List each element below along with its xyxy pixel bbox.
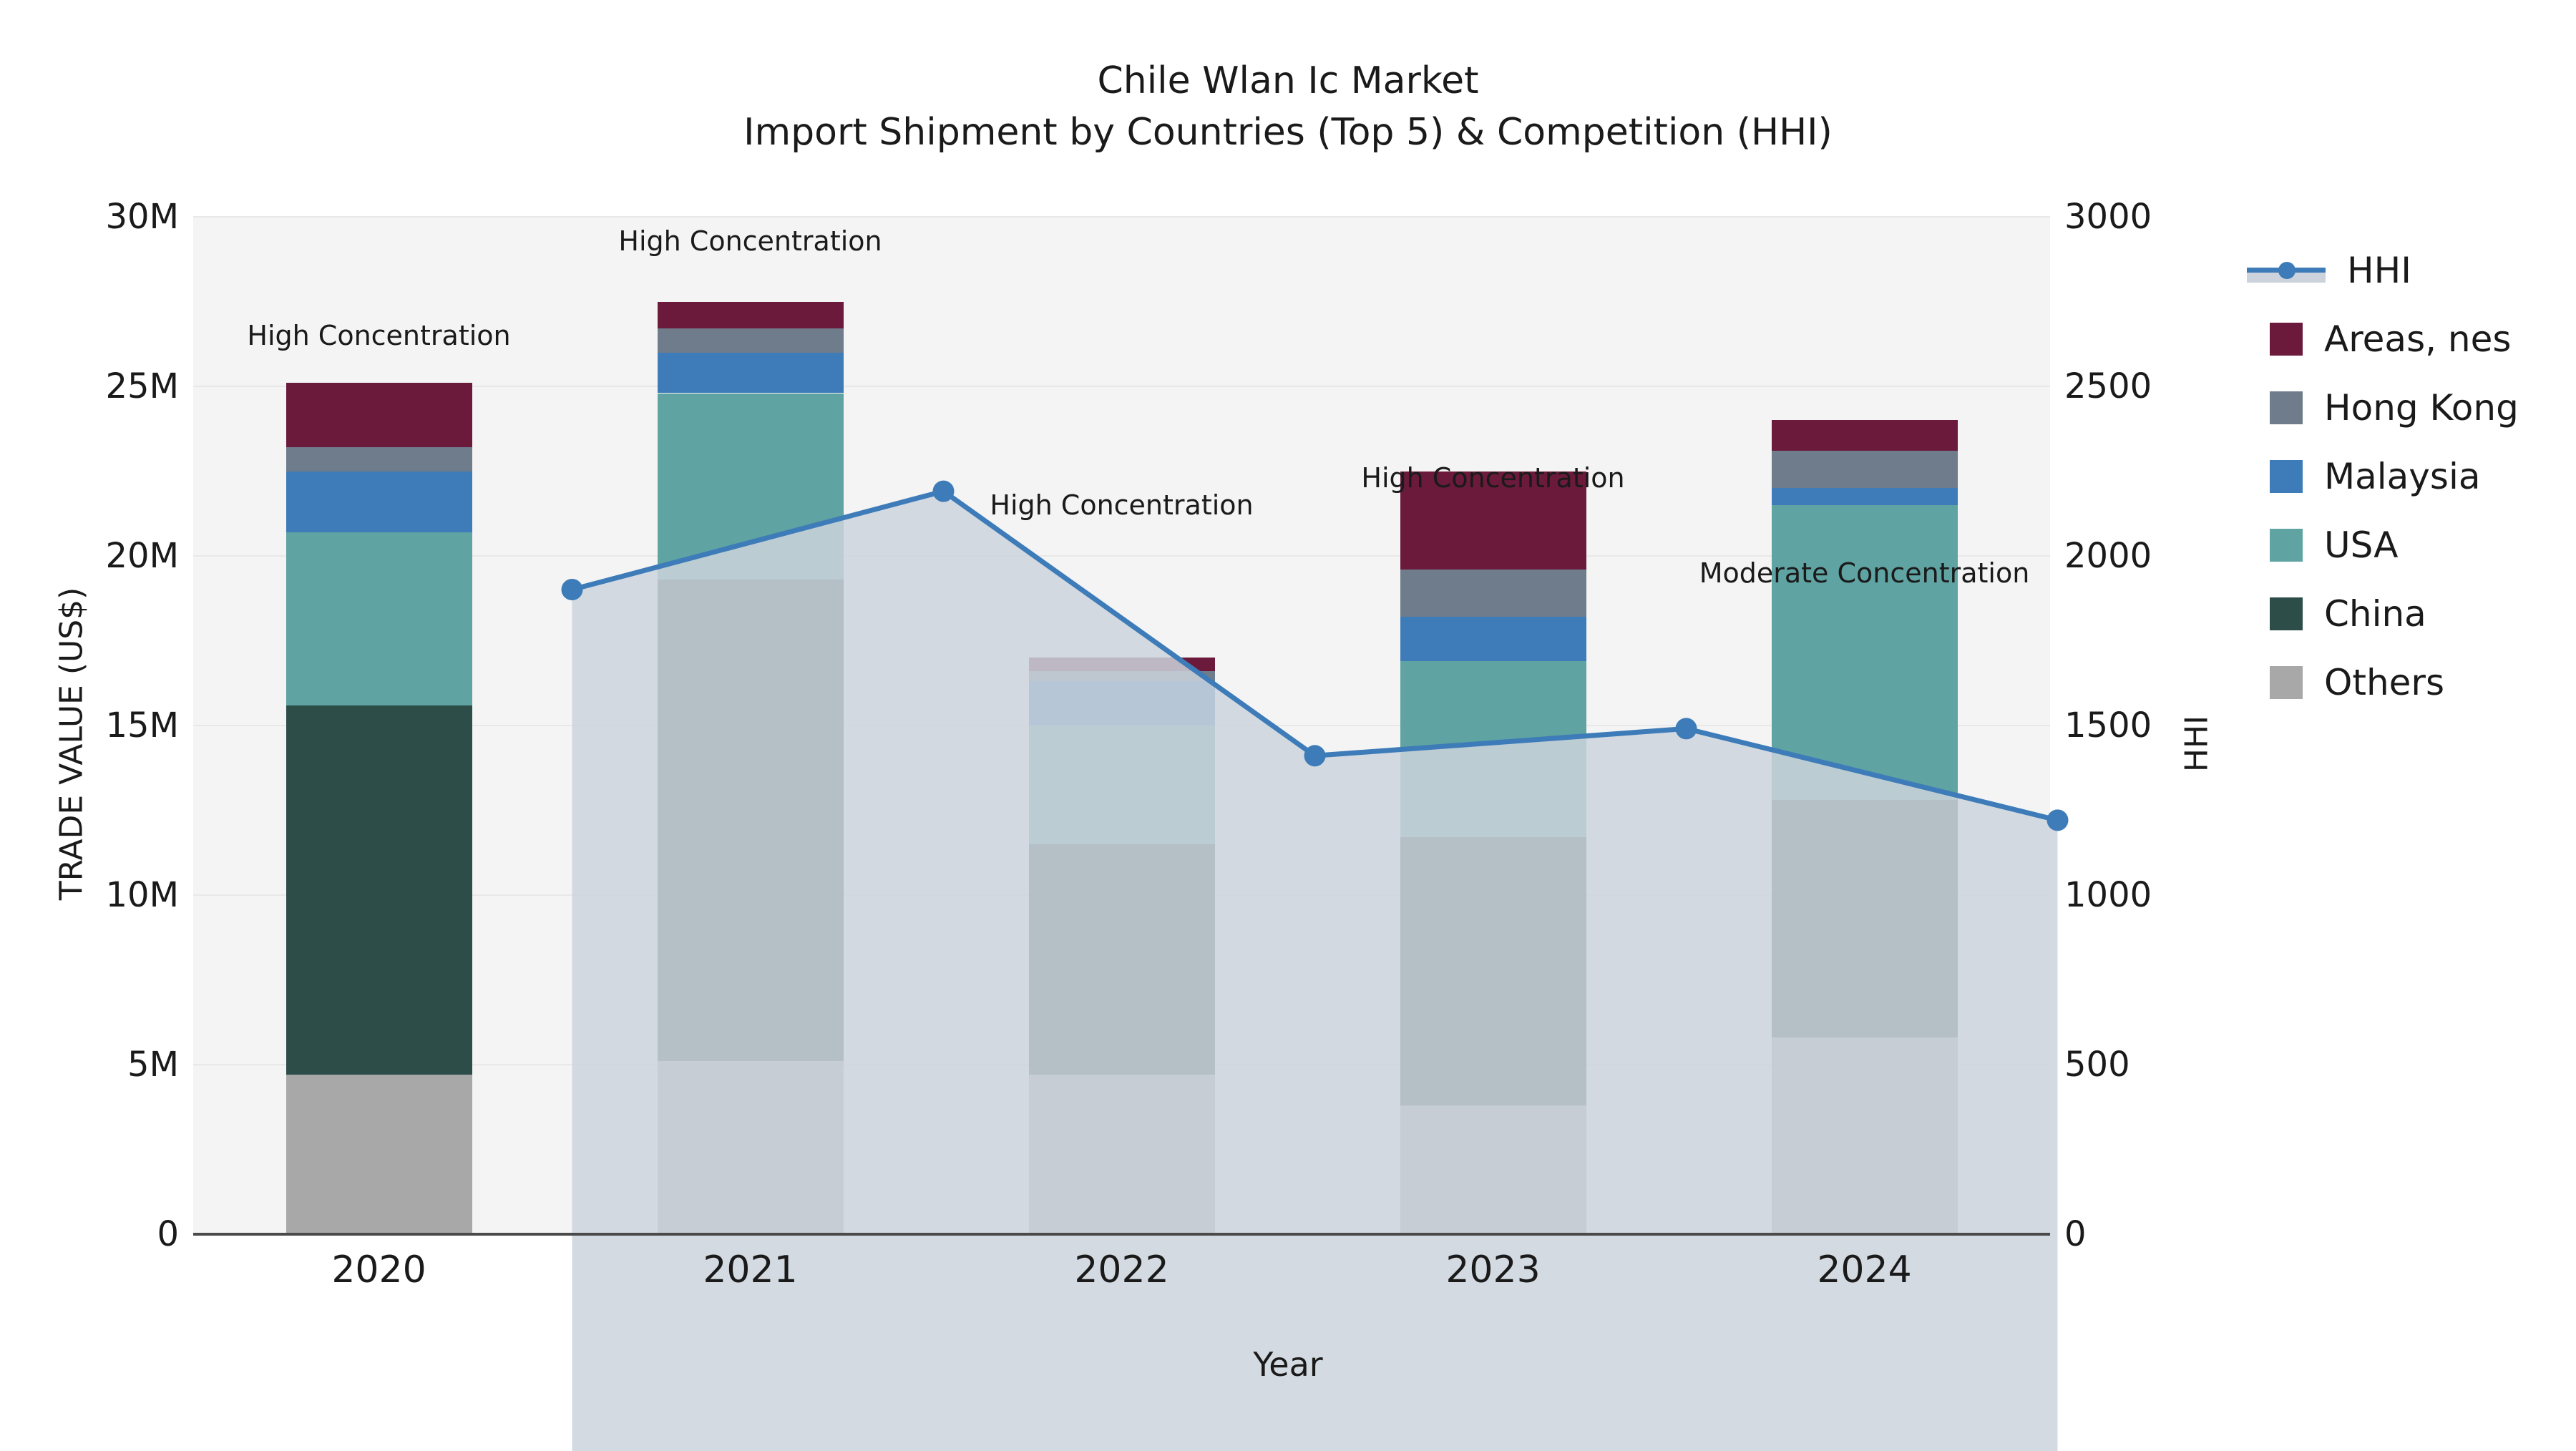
bar-segment[interactable] [286,383,472,448]
chart-title: Chile Wlan Ic Market [1097,59,1479,102]
bar-segment[interactable] [1771,504,1958,801]
hhi-marker[interactable] [1304,745,1326,767]
bar-segment[interactable] [1400,660,1586,838]
hhi-annotation: High Concentration [990,489,1254,522]
bar-segment[interactable] [657,328,844,353]
bar-segment[interactable] [286,471,472,532]
y-axis-left-tick-label: 10M [105,875,180,915]
hhi-annotation: High Concentration [247,320,511,352]
legend-color-swatch [2270,597,2303,630]
bar-segment[interactable] [1028,681,1215,726]
y-axis-right-tick-label: 2000 [2064,536,2152,576]
legend-color-swatch [2270,666,2303,699]
legend-item[interactable]: Others [2247,648,2519,717]
legend-color-swatch [2270,323,2303,356]
bar-segment[interactable] [286,1075,472,1234]
y-axis-right-tick-label: 0 [2064,1214,2087,1254]
bar-stack[interactable] [1400,217,1586,1234]
bar-segment[interactable] [1028,671,1215,682]
legend-item-label: Areas, nes [2324,318,2512,360]
y-axis-left-title: TRADE VALUE (US$) [53,587,90,901]
bar-segment[interactable] [657,1061,844,1234]
gridline [193,216,2050,218]
bar-segment[interactable] [1771,488,1958,505]
hhi-marker[interactable] [2046,809,2069,831]
hhi-marker[interactable] [1675,718,1697,740]
legend-line-marker-icon [2247,254,2326,287]
legend-color-swatch [2270,460,2303,493]
y-axis-left-tick-label: 15M [105,705,180,746]
y-axis-right-tick-label: 1500 [2064,705,2152,746]
bar-segment[interactable] [286,447,472,472]
hhi-annotation: Moderate Concentration [1699,557,2030,590]
bar-stack[interactable] [286,217,472,1234]
bar-stack[interactable] [657,217,844,1234]
legend-item-label: HHI [2347,250,2411,291]
legend-item-label: Others [2324,662,2445,703]
y-axis-right-tick-label: 2500 [2064,366,2152,406]
bar-segment[interactable] [1400,837,1586,1105]
legend-item[interactable]: Malaysia [2247,442,2519,511]
legend-item-label: Malaysia [2324,456,2481,497]
bar-segment[interactable] [657,301,844,329]
legend-color-swatch [2270,391,2303,424]
bar-segment[interactable] [1771,1037,1958,1234]
x-axis-tick-label: 2023 [1445,1249,1541,1291]
y-axis-right-tick-label: 500 [2064,1045,2130,1085]
legend-item-label: Hong Kong [2324,387,2519,429]
legend-item-label: USA [2324,524,2399,566]
y-axis-right-tick-label: 3000 [2064,197,2152,237]
bar-segment[interactable] [1028,658,1215,672]
hhi-annotation: High Concentration [618,225,882,257]
bar-segment[interactable] [286,532,472,705]
bar-segment[interactable] [657,352,844,394]
bar-segment[interactable] [1400,617,1586,661]
x-axis-title: Year [1253,1345,1323,1384]
bar-stack[interactable] [1771,217,1958,1234]
legend-item-label: China [2324,593,2426,635]
bar-segment[interactable] [1028,844,1215,1075]
x-axis-tick-label: 2024 [1817,1249,1912,1291]
legend-item[interactable]: China [2247,580,2519,648]
legend-item[interactable]: HHI [2247,236,2519,305]
y-axis-right-title: HHI [2178,715,2215,773]
chart-title-block: Chile Wlan Ic Market Import Shipment by … [0,56,2576,159]
hhi-marker[interactable] [561,579,583,601]
bar-segment[interactable] [657,580,844,1062]
legend: HHI Areas, nes Hong Kong Malaysia USA China Ot… [2247,236,2519,717]
chart-subtitle: Import Shipment by Countries (Top 5) & C… [743,110,1833,154]
gridline [193,386,2050,387]
x-axis-tick-label: 2022 [1074,1249,1169,1291]
y-axis-left-tick-label: 30M [105,197,180,237]
hhi-annotation: High Concentration [1361,462,1625,494]
legend-item[interactable]: Areas, nes [2247,305,2519,373]
x-axis-tick-label: 2021 [703,1249,798,1291]
legend-item[interactable]: Hong Kong [2247,373,2519,442]
x-axis-tick-label: 2020 [331,1249,426,1291]
y-axis-left-tick-label: 0 [157,1214,179,1254]
plot-area [193,216,2069,1451]
x-axis-line [193,1233,2050,1236]
bar-segment[interactable] [1771,420,1958,451]
y-axis-left-tick-label: 25M [105,366,180,406]
hhi-marker[interactable] [932,480,955,502]
bar-segment[interactable] [1028,1075,1215,1234]
legend-color-swatch [2270,529,2303,562]
y-axis-left-tick-label: 5M [127,1045,179,1085]
bar-segment[interactable] [1028,726,1215,844]
bar-segment[interactable] [1771,800,1958,1038]
bar-segment[interactable] [1400,1105,1586,1234]
bar-segment[interactable] [286,705,472,1075]
y-axis-left-tick-label: 20M [105,536,180,576]
y-axis-right-tick-label: 1000 [2064,875,2152,915]
bar-segment[interactable] [1400,569,1586,617]
bar-segment[interactable] [657,393,844,580]
bar-stack[interactable] [1028,217,1215,1234]
bar-segment[interactable] [1771,451,1958,489]
legend-item[interactable]: USA [2247,511,2519,580]
